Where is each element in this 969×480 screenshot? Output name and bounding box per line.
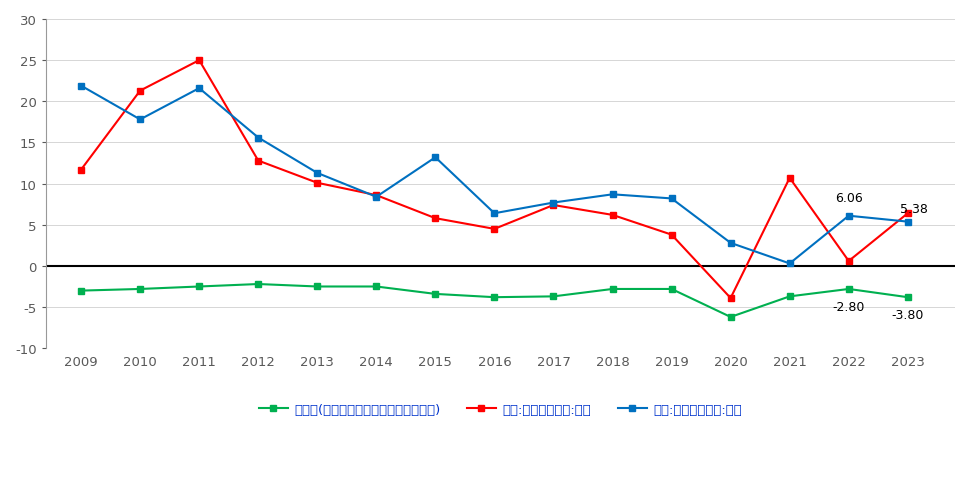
Line: 中国:公共财政收入:同比: 中国:公共财政收入:同比 (78, 58, 910, 302)
中国:公共财政收入:同比 (488, 227, 500, 232)
赤字率(全国公共财政收支总量差额口径) (665, 287, 676, 292)
中国:公共财政收入:同比 (311, 180, 323, 186)
中国:公共财政支出:同比 (370, 194, 382, 200)
Line: 赤字率(全国公共财政收支总量差额口径): 赤字率(全国公共财政收支总量差额口径) (78, 281, 910, 321)
赤字率(全国公共财政收支总量差额口径) (76, 288, 87, 294)
中国:公共财政支出:同比 (429, 155, 441, 161)
中国:公共财政收入:同比 (665, 232, 676, 238)
Text: 5.38: 5.38 (899, 203, 926, 216)
中国:公共财政支出:同比 (193, 86, 204, 92)
赤字率(全国公共财政收支总量差额口径) (783, 294, 795, 300)
中国:公共财政支出:同比 (842, 214, 854, 219)
中国:公共财政收入:同比 (606, 213, 617, 218)
赤字率(全国公共财政收支总量差额口径) (724, 314, 735, 320)
赤字率(全国公共财政收支总量差额口径) (606, 287, 617, 292)
中国:公共财政支出:同比 (252, 135, 264, 141)
中国:公共财政支出:同比 (488, 211, 500, 216)
中国:公共财政支出:同比 (724, 240, 735, 246)
赤字率(全国公共财政收支总量差额口径) (252, 282, 264, 288)
赤字率(全国公共财政收支总量差额口径) (901, 295, 913, 300)
中国:公共财政支出:同比 (901, 219, 913, 225)
中国:公共财政支出:同比 (665, 196, 676, 202)
中国:公共财政支出:同比 (606, 192, 617, 198)
赤字率(全国公共财政收支总量差额口径) (370, 284, 382, 290)
中国:公共财政收入:同比 (429, 216, 441, 222)
中国:公共财政支出:同比 (783, 261, 795, 267)
中国:公共财政支出:同比 (134, 117, 145, 123)
赤字率(全国公共财政收支总量差额口径) (134, 287, 145, 292)
中国:公共财政收入:同比 (724, 296, 735, 301)
赤字率(全国公共财政收支总量差额口径) (547, 294, 559, 300)
赤字率(全国公共财政收支总量差额口径) (429, 291, 441, 297)
中国:公共财政收入:同比 (783, 176, 795, 181)
中国:公共财政收入:同比 (842, 259, 854, 264)
中国:公共财政支出:同比 (76, 84, 87, 89)
中国:公共财政收入:同比 (193, 58, 204, 64)
赤字率(全国公共财政收支总量差额口径) (193, 284, 204, 290)
中国:公共财政收入:同比 (370, 193, 382, 199)
中国:公共财政收入:同比 (134, 88, 145, 94)
Legend: 赤字率(全国公共财政收支总量差额口径), 中国:公共财政收入:同比, 中国:公共财政支出:同比: 赤字率(全国公共财政收支总量差额口径), 中国:公共财政收入:同比, 中国:公共… (253, 398, 746, 421)
Text: -2.80: -2.80 (831, 300, 864, 313)
中国:公共财政收入:同比 (76, 168, 87, 173)
中国:公共财政支出:同比 (311, 171, 323, 177)
赤字率(全国公共财政收支总量差额口径) (842, 287, 854, 292)
赤字率(全国公共财政收支总量差额口径) (488, 295, 500, 300)
中国:公共财政收入:同比 (547, 203, 559, 208)
Line: 中国:公共财政支出:同比: 中国:公共财政支出:同比 (78, 83, 910, 267)
中国:公共财政收入:同比 (901, 211, 913, 216)
Text: -3.80: -3.80 (891, 308, 923, 321)
中国:公共财政收入:同比 (252, 158, 264, 164)
中国:公共财政支出:同比 (547, 200, 559, 206)
赤字率(全国公共财政收支总量差额口径) (311, 284, 323, 290)
Text: 6.06: 6.06 (834, 192, 861, 205)
